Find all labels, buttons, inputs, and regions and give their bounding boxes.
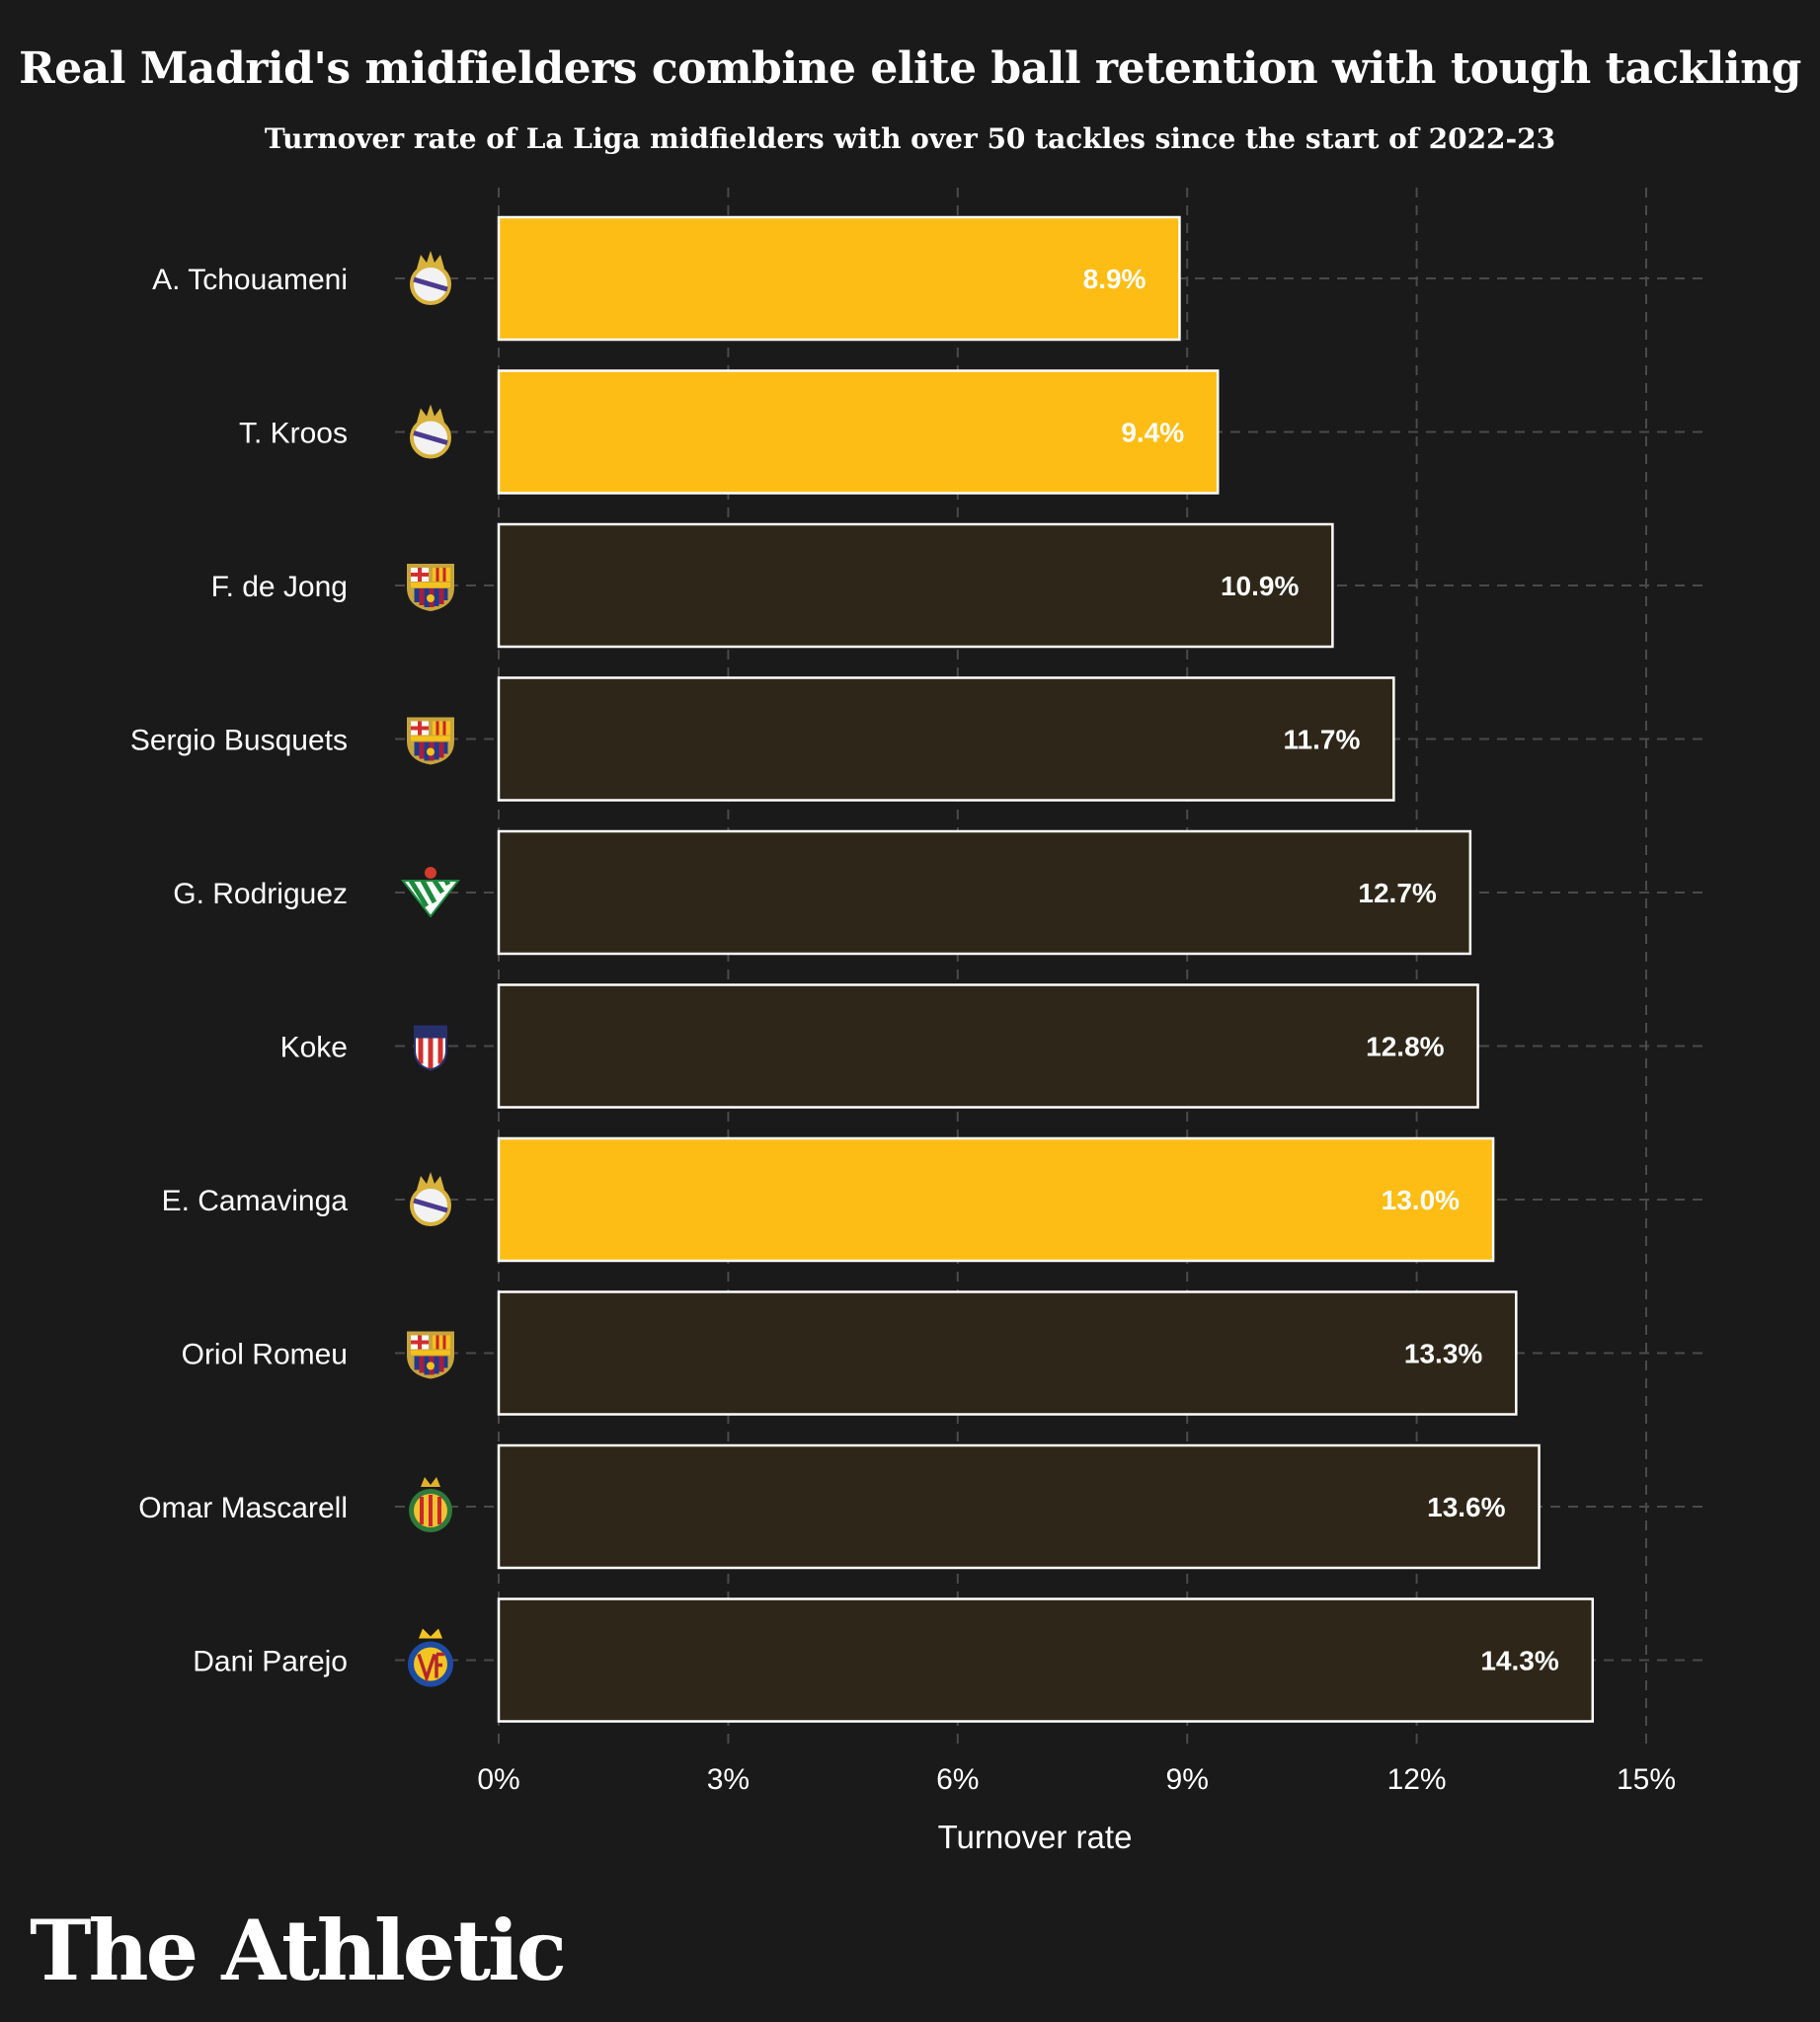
villarreal-crest-icon: [408, 1628, 453, 1687]
mallorca-crest-icon: [409, 1477, 452, 1532]
player-name-label: Sergio Busquets: [130, 725, 348, 757]
bar: [497, 1443, 1541, 1570]
chart-subtitle: Turnover rate of La Liga midfielders wit…: [264, 122, 1556, 155]
bar: [497, 1290, 1518, 1416]
x-tick-label: 3%: [707, 1763, 750, 1796]
real-madrid-crest-icon: [410, 251, 451, 305]
bar: [497, 215, 1181, 342]
player-name-label: Dani Parejo: [193, 1646, 348, 1678]
player-name-label: T. Kroos: [239, 418, 348, 450]
bar-chart: 8.9% A. Tchouameni 9.4% T. Kroos 10.9% F. de …: [130, 188, 1710, 1855]
bar: [497, 676, 1395, 802]
bar-value-label: 8.9%: [1083, 264, 1147, 294]
bar-value-label: 9.4%: [1121, 418, 1184, 448]
bar: [497, 829, 1472, 956]
barcelona-crest-icon: [407, 564, 454, 611]
x-tick-label: 6%: [936, 1763, 979, 1796]
x-tick-label: 0%: [477, 1763, 519, 1796]
player-name-label: A. Tchouameni: [152, 264, 348, 296]
bar-value-label: 10.9%: [1221, 571, 1299, 601]
player-name-label: Koke: [280, 1032, 348, 1064]
x-tick-label: 9%: [1166, 1763, 1209, 1796]
player-name-label: E. Camavinga: [162, 1185, 349, 1217]
barcelona-crest-icon: [407, 717, 454, 765]
brand-logo: The Athletic: [30, 1902, 567, 1999]
bar: [497, 522, 1334, 649]
bar-value-label: 11.7%: [1284, 725, 1361, 755]
player-name-label: Omar Mascarell: [138, 1492, 348, 1524]
bar-value-label: 13.0%: [1382, 1185, 1460, 1215]
player-name-label: Oriol Romeu: [182, 1339, 348, 1371]
bar-value-label: 12.8%: [1366, 1032, 1444, 1062]
x-tick-label: 15%: [1617, 1763, 1676, 1796]
real-betis-crest-icon: [400, 867, 461, 918]
bar: [497, 1136, 1495, 1263]
bar: [497, 1597, 1595, 1723]
real-madrid-crest-icon: [410, 1172, 451, 1226]
bar: [497, 983, 1479, 1109]
real-madrid-crest-icon: [410, 404, 451, 459]
player-name-label: F. de Jong: [211, 571, 348, 603]
bar: [497, 369, 1220, 495]
bar-value-label: 12.7%: [1358, 878, 1436, 908]
atletico-madrid-crest-icon: [414, 1025, 447, 1071]
bar-value-label: 14.3%: [1480, 1646, 1558, 1676]
bar-value-label: 13.3%: [1404, 1339, 1482, 1369]
player-name-label: G. Rodriguez: [173, 878, 348, 910]
bar-value-label: 13.6%: [1427, 1492, 1505, 1522]
chart-title: Real Madrid's midfielders combine elite …: [19, 43, 1801, 94]
barcelona-crest-icon: [407, 1331, 454, 1379]
x-axis-title: Turnover rate: [938, 1819, 1133, 1855]
x-tick-label: 12%: [1387, 1763, 1447, 1796]
